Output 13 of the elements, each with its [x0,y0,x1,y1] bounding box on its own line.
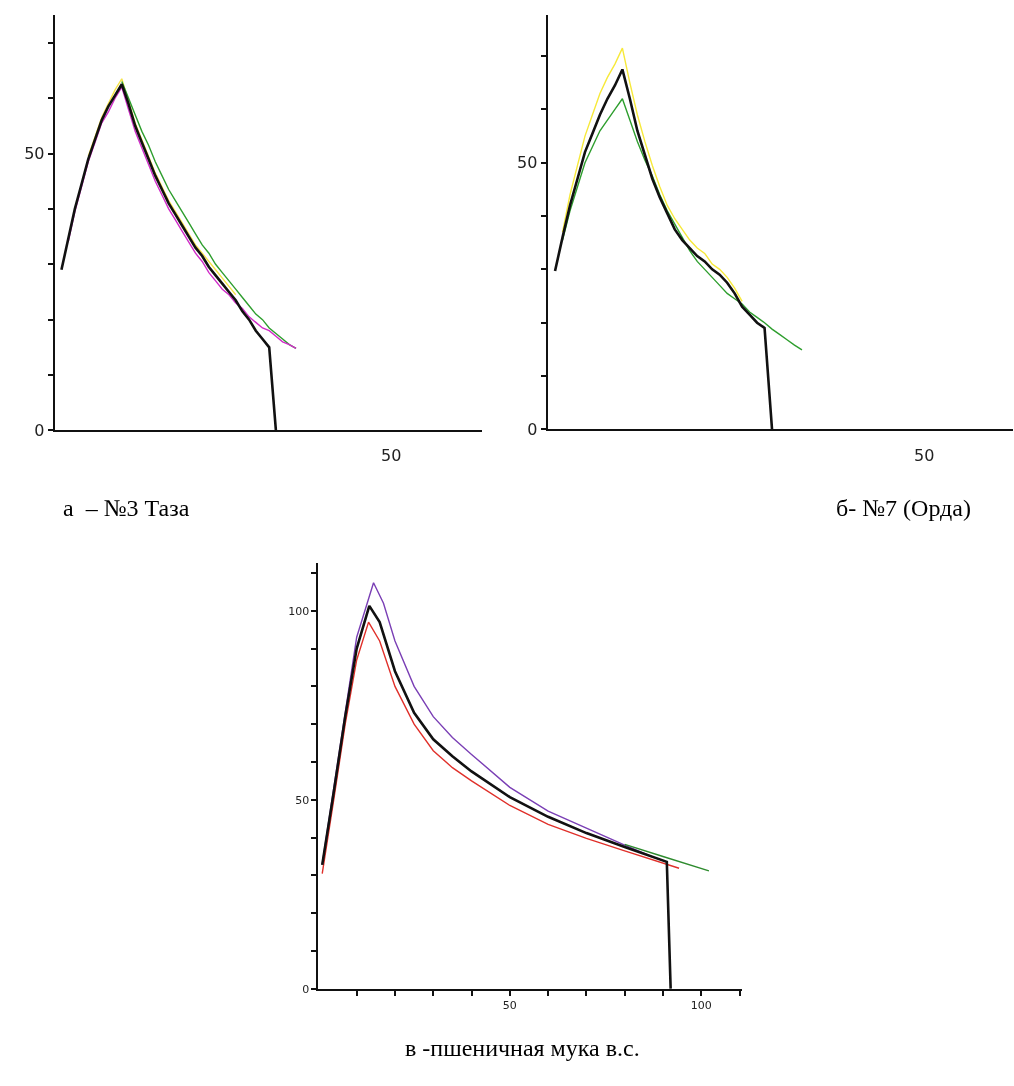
y-tick-label: 0 [302,982,310,996]
text: 50 [381,446,402,465]
text: а – №3 Таза [63,495,190,521]
text: в -пшеничная мука в.с. [405,1035,640,1061]
text: 50 [914,446,935,465]
y-tick-label: 0 [527,419,538,439]
line-series [321,621,680,875]
y-tick-label: 0 [34,421,45,440]
x-axis-title: б- №7 (Орда) [836,495,971,521]
line-series [87,78,237,296]
line-series [561,47,743,303]
y-tick-label: 50 [295,793,310,807]
y-tick-label: 100 [288,604,310,618]
